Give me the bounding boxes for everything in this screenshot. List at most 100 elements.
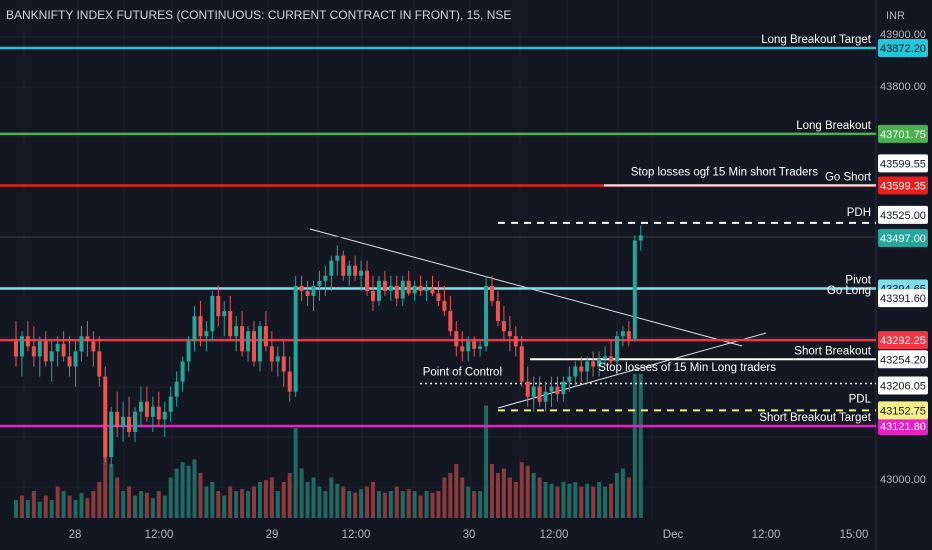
currency-label: INR	[886, 10, 905, 22]
volume-bar	[43, 495, 48, 518]
volume-bar	[353, 492, 358, 518]
volume-bar	[210, 482, 215, 518]
volume-bar	[620, 468, 625, 518]
volume-bar	[305, 482, 310, 518]
candle-body	[103, 376, 108, 458]
trend-lines	[309, 228, 767, 409]
price-tag-text: 43121.80	[880, 421, 926, 433]
candle-body	[263, 326, 268, 347]
candle-body	[31, 346, 36, 357]
volume-bar	[67, 495, 72, 518]
candle-body	[638, 235, 643, 241]
x-tick-label: 15:00	[840, 529, 869, 541]
volume-bar	[573, 482, 578, 518]
volume-bar	[632, 374, 637, 518]
volume-bar	[603, 486, 608, 518]
volume-bar	[61, 491, 66, 518]
candle-body	[293, 285, 298, 392]
candle-body	[73, 351, 78, 367]
volume-bar	[430, 492, 435, 518]
volume-bar	[388, 491, 393, 518]
last-price-tag	[878, 229, 928, 247]
volume-bar	[85, 498, 90, 518]
x-tick-label: Dec	[663, 529, 684, 541]
volume-bar	[14, 500, 18, 518]
volume-bar	[626, 477, 631, 518]
volume-bar	[121, 491, 126, 518]
candle-body	[460, 346, 465, 352]
candle-body	[97, 351, 102, 377]
candle-body	[591, 361, 596, 367]
candle-body	[234, 326, 239, 337]
candle-body	[519, 346, 524, 382]
candle-body	[133, 411, 137, 432]
candle-body	[448, 311, 453, 332]
volume-bar	[555, 486, 560, 518]
price-tag	[878, 376, 928, 395]
volume-bar	[519, 462, 524, 518]
volume-bar	[91, 491, 96, 518]
volume-bar	[323, 491, 328, 518]
volume-bar	[460, 477, 465, 518]
x-tick-label: 28	[69, 529, 82, 541]
candle-body	[597, 358, 602, 367]
volume-bar	[317, 486, 322, 518]
volume-bar	[228, 486, 233, 518]
candle-body	[329, 260, 334, 276]
volume-bar	[180, 462, 185, 518]
price-tag	[878, 331, 928, 350]
volume-bar	[19, 495, 24, 518]
candle-body	[162, 411, 167, 420]
volume-bars	[14, 374, 643, 518]
volume-bar	[150, 498, 155, 518]
candle-body	[388, 285, 393, 291]
level-label: Stop losses ogf 15 Min short Traders	[631, 166, 819, 178]
volume-bar	[638, 374, 643, 518]
candle-body	[549, 386, 554, 392]
x-tick-label: 30	[463, 529, 476, 541]
price-tag-text: 43599.35	[880, 180, 926, 192]
price-tag-text: 43206.05	[880, 381, 926, 393]
volume-bar	[73, 500, 78, 518]
volume-bar	[406, 489, 411, 518]
candle-body	[37, 341, 42, 357]
volume-bar	[472, 491, 477, 518]
candle-body	[347, 265, 352, 276]
price-tag	[878, 176, 928, 195]
candle-body	[478, 346, 483, 349]
candle-body	[472, 341, 477, 349]
volume-bar	[275, 491, 280, 518]
candle-body	[632, 240, 637, 339]
price-tag-text: 43292.25	[880, 335, 926, 347]
price-tag-text: 43599.55	[880, 158, 926, 170]
candle-body	[252, 331, 256, 362]
candle-body	[180, 361, 185, 382]
volume-bar	[49, 500, 54, 518]
volume-bar	[537, 477, 542, 518]
volume-bar	[448, 473, 453, 518]
volume-bar	[31, 491, 36, 518]
price-tag-text: 43525.00	[880, 210, 926, 222]
volume-bar	[597, 482, 602, 518]
volume-bar	[478, 491, 483, 518]
candle-body	[311, 285, 316, 296]
volume-bar	[335, 483, 340, 518]
candle-body	[620, 331, 625, 337]
candle-body	[603, 356, 608, 359]
chart-title: BANKNIFTY INDEX FUTURES (CONTINUOUS: CUR…	[6, 8, 512, 22]
candle-body	[376, 280, 381, 301]
volume-bar	[133, 495, 137, 518]
volume-bar	[168, 477, 173, 518]
level-labels: Long Breakout Target Long Breakout Go Shor…	[423, 34, 872, 424]
level-label: PDL	[849, 393, 872, 405]
candle-body	[67, 356, 72, 367]
candle-body	[240, 326, 245, 352]
volume-bar	[299, 468, 304, 518]
price-axis[interactable]: 43872.2043701.7543599.3543394.6543292.25…	[878, 29, 928, 486]
x-tick-label: 12:00	[752, 529, 781, 541]
candle-body	[228, 311, 233, 337]
time-axis[interactable]: 28 12:00 29 12:00 30 12:00 Dec 12:00 15:00	[69, 529, 869, 541]
candle-body	[490, 285, 494, 301]
